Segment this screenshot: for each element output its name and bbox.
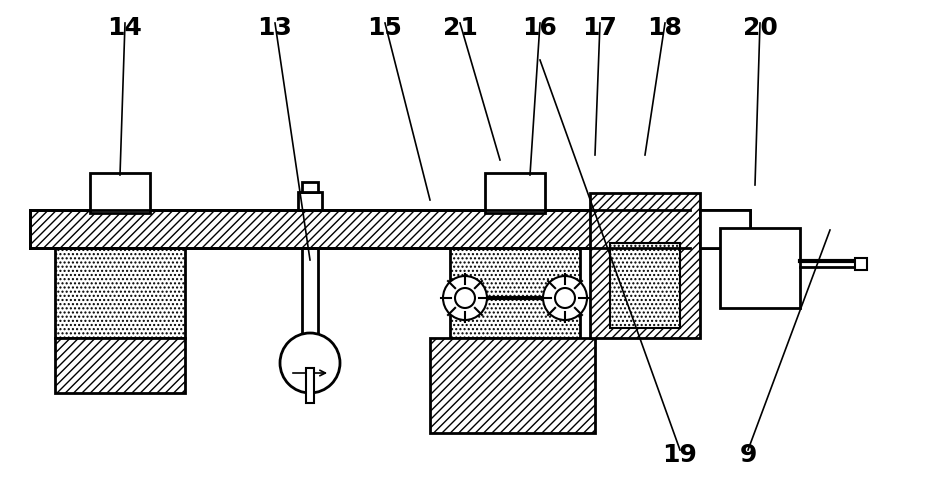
Bar [700,210,750,248]
Text: 19: 19 [663,443,697,467]
Bar [90,173,150,213]
Bar [610,243,680,328]
Circle shape [555,288,575,308]
Text: 15: 15 [368,16,402,40]
Text: 14: 14 [108,16,142,40]
Bar [30,210,690,248]
Bar [450,248,580,338]
Circle shape [280,333,340,393]
Bar [430,338,595,433]
Circle shape [443,276,487,320]
Bar [302,248,318,338]
Text: 9: 9 [739,443,757,467]
Bar [720,228,800,308]
Bar [590,193,700,338]
Text: 18: 18 [648,16,682,40]
Bar [855,258,867,270]
Text: 21: 21 [442,16,478,40]
Bar [690,210,750,248]
Bar [298,192,322,210]
Bar [55,248,185,338]
Bar [302,182,318,192]
Text: 17: 17 [583,16,617,40]
Circle shape [455,288,475,308]
Text: 20: 20 [743,16,777,40]
Text: 16: 16 [522,16,558,40]
Bar [55,338,185,393]
Bar [306,368,314,403]
Text: 13: 13 [258,16,292,40]
Bar [485,173,545,213]
Circle shape [543,276,587,320]
